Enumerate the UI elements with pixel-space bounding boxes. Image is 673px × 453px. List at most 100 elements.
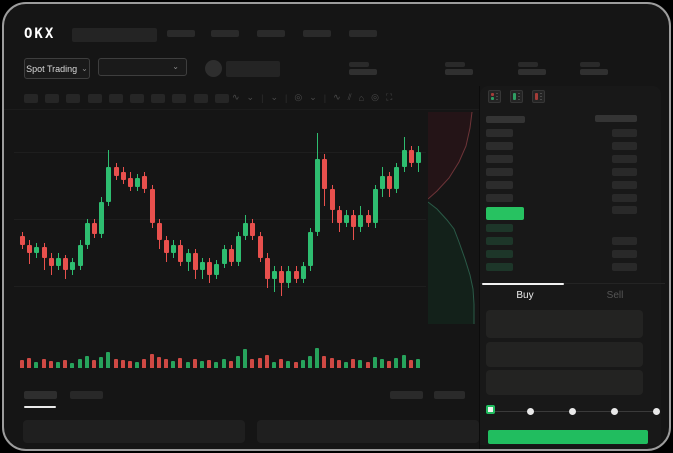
slider-stop-dot[interactable] [611, 408, 618, 415]
candle-body [394, 167, 400, 189]
toolbar-preset-button[interactable] [193, 94, 208, 103]
bid-row-amount [612, 250, 637, 258]
tab-buy[interactable]: Buy [480, 284, 570, 306]
chevron-down-icon[interactable]: ⌄ [246, 92, 255, 102]
line-tool-icon[interactable]: ∿ [333, 92, 341, 102]
book-mode-combined-icon[interactable] [488, 90, 501, 103]
slider-stop-dot[interactable] [569, 408, 576, 415]
volume-bar [401, 355, 406, 368]
toolbar-preset-button[interactable] [45, 94, 60, 103]
candle-body [365, 214, 371, 224]
bottom-action-placeholder[interactable] [390, 391, 423, 399]
volume-bar [77, 359, 82, 368]
ask-row-price[interactable] [486, 194, 513, 202]
fullscreen-icon[interactable]: ⛶ [385, 92, 393, 102]
toolbar-preset-button[interactable] [172, 94, 187, 103]
draw-tool-icon[interactable]: ⫽ [347, 92, 352, 102]
price-input[interactable] [486, 310, 643, 338]
candle-body [387, 175, 393, 189]
ask-row-price[interactable] [486, 155, 513, 163]
candle-body [293, 270, 299, 280]
bid-row-price[interactable] [486, 250, 513, 258]
bottom-tab-placeholder[interactable] [70, 391, 103, 399]
total-input[interactable] [486, 370, 643, 395]
toolbar-preset-button[interactable] [108, 94, 123, 103]
book-mode-asks-icon[interactable] [532, 90, 545, 103]
volume-bar [272, 362, 276, 368]
interval-chevron-icon[interactable]: ⌄ [270, 92, 278, 102]
toolbar-preset-button[interactable] [24, 94, 38, 103]
separator: | [284, 92, 288, 103]
tab-sell[interactable]: Sell [570, 284, 660, 306]
chart-canvas[interactable] [2, 110, 428, 372]
clock-icon[interactable]: ◎ [371, 92, 379, 102]
amount-input[interactable] [486, 342, 643, 367]
bottom-tab-underline [24, 406, 56, 408]
volume-bar [300, 360, 305, 368]
separator: | [323, 92, 327, 103]
ask-row-price[interactable] [486, 142, 513, 150]
chevron-down-icon[interactable]: ⌄ [309, 92, 317, 102]
tab-sell-label: Sell [606, 289, 624, 301]
ask-row-amount [612, 194, 637, 202]
nav-item-placeholder[interactable] [349, 30, 377, 37]
nav-item-placeholder[interactable] [211, 30, 239, 37]
volume-bar [128, 361, 132, 368]
toolbar-preset-button[interactable] [66, 94, 81, 103]
candle-body [41, 246, 47, 258]
ask-row-amount [612, 181, 637, 189]
stat-label-placeholder [518, 62, 538, 67]
indicators-icon[interactable]: ◎ [294, 92, 303, 102]
bid-depth-line [428, 201, 475, 324]
candle-body [315, 158, 321, 232]
candle-body [279, 270, 285, 284]
toolbar-preset-button[interactable] [130, 94, 144, 103]
candle-body [171, 244, 177, 254]
candle-body [243, 223, 249, 237]
book-mode-bids-icon[interactable] [510, 90, 523, 103]
slider-handle[interactable] [486, 405, 495, 414]
pair-select[interactable]: ⌄ [98, 58, 187, 76]
volume-bar [351, 359, 356, 368]
volume-bar [48, 361, 53, 368]
slider-stop-dot[interactable] [527, 408, 534, 415]
ask-row-price[interactable] [486, 129, 513, 137]
candle-body [84, 223, 90, 245]
volume-bar [358, 360, 363, 368]
market-type-selector[interactable]: Spot Trading ⌄ [24, 58, 90, 79]
search-bar-placeholder[interactable] [72, 28, 157, 42]
toolbar-preset-button[interactable] [151, 94, 166, 103]
candle-body [257, 236, 263, 258]
snapshot-icon[interactable]: ⌂ [358, 92, 365, 103]
toolbar-preset-button[interactable] [214, 94, 229, 103]
candle-body [250, 223, 256, 237]
candle-body [214, 264, 220, 275]
candle-type-icon[interactable]: ∿ [232, 92, 240, 102]
ask-row-price[interactable] [486, 168, 513, 176]
candle-body [380, 175, 385, 189]
last-price-bar[interactable] [486, 207, 524, 220]
candle-wick [274, 266, 275, 292]
nav-item-placeholder[interactable] [167, 30, 195, 37]
book-header-amount [595, 115, 637, 122]
volume-bar [228, 361, 233, 368]
candle-body [329, 188, 335, 211]
candle-body [92, 223, 97, 234]
candle-body [48, 257, 54, 267]
bid-row-price[interactable] [486, 237, 513, 245]
ask-row-price[interactable] [486, 181, 513, 189]
buy-submit-button[interactable] [488, 430, 648, 444]
nav-item-placeholder[interactable] [303, 30, 331, 37]
candle-body [228, 249, 234, 262]
bid-row-price[interactable] [486, 224, 513, 232]
nav-item-placeholder[interactable] [257, 30, 285, 37]
toolbar-preset-button[interactable] [87, 94, 102, 103]
bid-row-price[interactable] [486, 263, 513, 271]
volume-bar [380, 359, 384, 368]
candle-body [70, 261, 76, 271]
okx-logo[interactable]: OKX [24, 26, 56, 42]
slider-stop-dot[interactable] [653, 408, 660, 415]
bottom-action-placeholder[interactable] [434, 391, 465, 399]
bottom-tab-active-placeholder[interactable] [24, 391, 57, 399]
volume-bar [156, 357, 161, 368]
